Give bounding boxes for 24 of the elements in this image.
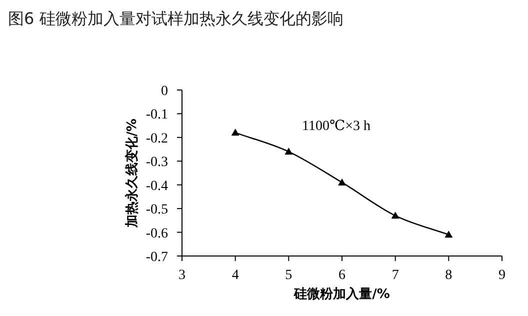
y-tick-label: -0.4 xyxy=(146,178,168,194)
x-tick-label: 5 xyxy=(285,268,292,283)
x-axis-title: 硅微粉加入量/% xyxy=(293,286,390,302)
y-axis-title: 加热永久线变化/% xyxy=(124,118,140,228)
y-tick-label: -0.7 xyxy=(146,250,168,265)
chart-title: 图6 硅微粉加入量对试样加热永久线变化的影响 xyxy=(8,9,344,28)
point xyxy=(231,128,240,136)
x-tick-label: 7 xyxy=(392,268,399,283)
point xyxy=(284,148,293,155)
point xyxy=(338,178,346,186)
y-tick-label: 0 xyxy=(161,84,168,99)
point xyxy=(444,230,453,238)
y-tick-label: -0.6 xyxy=(146,226,168,242)
y-tick-label: -0.1 xyxy=(146,108,168,123)
x-tick-label: 4 xyxy=(232,268,239,283)
point xyxy=(391,212,400,219)
x-tick-label: 6 xyxy=(338,268,346,283)
x-tick-label: 3 xyxy=(178,268,186,283)
y-tick-label: -0.3 xyxy=(146,155,168,170)
annotation: 1100℃×3 h xyxy=(302,119,371,134)
x-tick-label: 8 xyxy=(445,268,452,283)
x-tick-label: 9 xyxy=(498,268,506,283)
y-tick-label: -0.2 xyxy=(146,131,168,146)
y-tick-label: -0.5 xyxy=(146,202,168,218)
